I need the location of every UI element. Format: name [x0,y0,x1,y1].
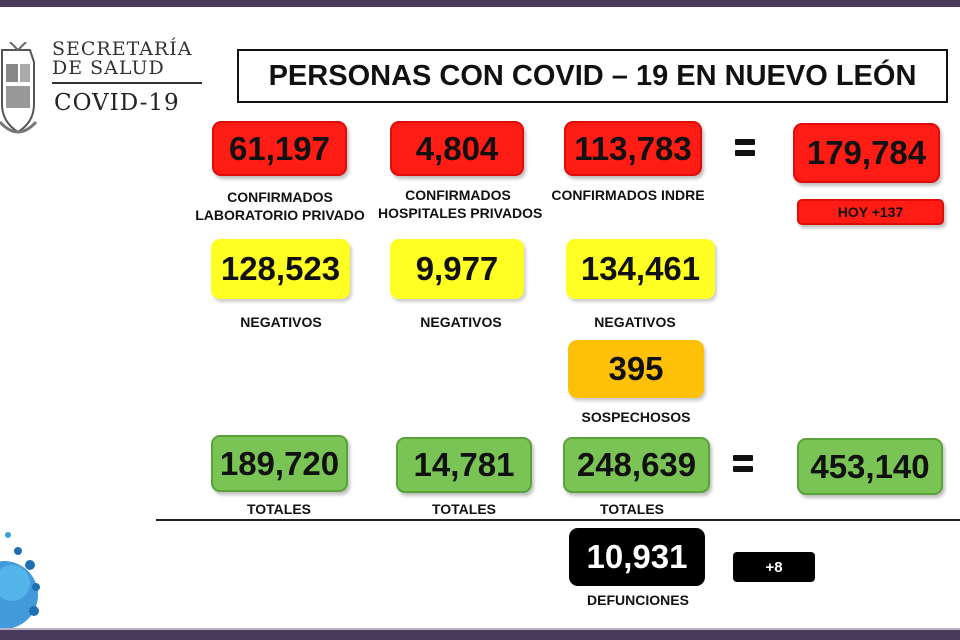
confirmados-total-value: 179,784 [793,123,940,183]
page-title: PERSONAS CON COVID – 19 EN NUEVO LEÓN [237,49,948,103]
negativos-hospitales-value: 9,977 [390,239,524,299]
negativos-indre-value: 134,461 [566,239,715,299]
confirmados-hospitales-label-line2: HOSPITALES PRIVADOS [378,205,543,221]
totales-privado-label: TOTALES [246,501,312,517]
sospechosos-value: 395 [568,340,704,398]
virus-decoration-icon [0,532,40,629]
defunciones-label: DEFUNCIONES [587,592,689,608]
totales-hospitales-label: TOTALES [431,501,497,517]
confirmados-privado-label: CONFIRMADOS LABORATORIO PRIVADO [194,188,366,224]
sospechosos-label: SOSPECHOSOS [581,409,691,425]
totales-hospitales-value: 14,781 [396,437,532,493]
negativos-privado-value: 128,523 [211,239,350,299]
totales-indre-value: 248,639 [563,437,710,493]
negativos-indre-label: NEGATIVOS [594,314,676,330]
confirmados-hospitales-value: 4,804 [390,121,524,176]
negativos-hospitales-label: NEGATIVOS [420,314,502,330]
section-divider [156,519,960,521]
logo-text-secretaria: SECRETARÍA [52,38,193,60]
defunciones-value: 10,931 [569,528,705,586]
confirmados-indre-label: CONFIRMADOS INDRE [551,187,705,203]
bottom-frame-highlight [0,628,960,630]
totales-indre-label: TOTALES [599,501,665,517]
equals-sign-icon [735,139,755,161]
logo-text-de-salud: DE SALUD [52,57,165,79]
secretaria-salud-logo [0,28,200,138]
state-coat-of-arms-icon [0,42,38,134]
confirmados-indre-value: 113,783 [564,121,702,176]
equals-sign-icon [733,455,753,477]
logo-divider [52,82,202,84]
top-frame-bar [0,0,960,7]
negativos-privado-label: NEGATIVOS [240,314,322,330]
logo-text-covid: COVID-19 [54,90,180,116]
bottom-frame-bar [0,630,960,640]
confirmados-privado-label-line2: LABORATORIO PRIVADO [195,207,365,223]
hoy-badge: HOY +137 [797,199,944,225]
defunciones-delta-badge: +8 [733,552,815,582]
confirmados-privado-label-line1: CONFIRMADOS [227,189,333,205]
grand-total-value: 453,140 [797,438,943,495]
confirmados-hospitales-label: CONFIRMADOS HOSPITALES PRIVADOS [378,186,543,222]
totales-privado-value: 189,720 [211,435,348,492]
confirmados-hospitales-label-line1: CONFIRMADOS [405,187,511,203]
confirmados-privado-value: 61,197 [212,121,347,176]
